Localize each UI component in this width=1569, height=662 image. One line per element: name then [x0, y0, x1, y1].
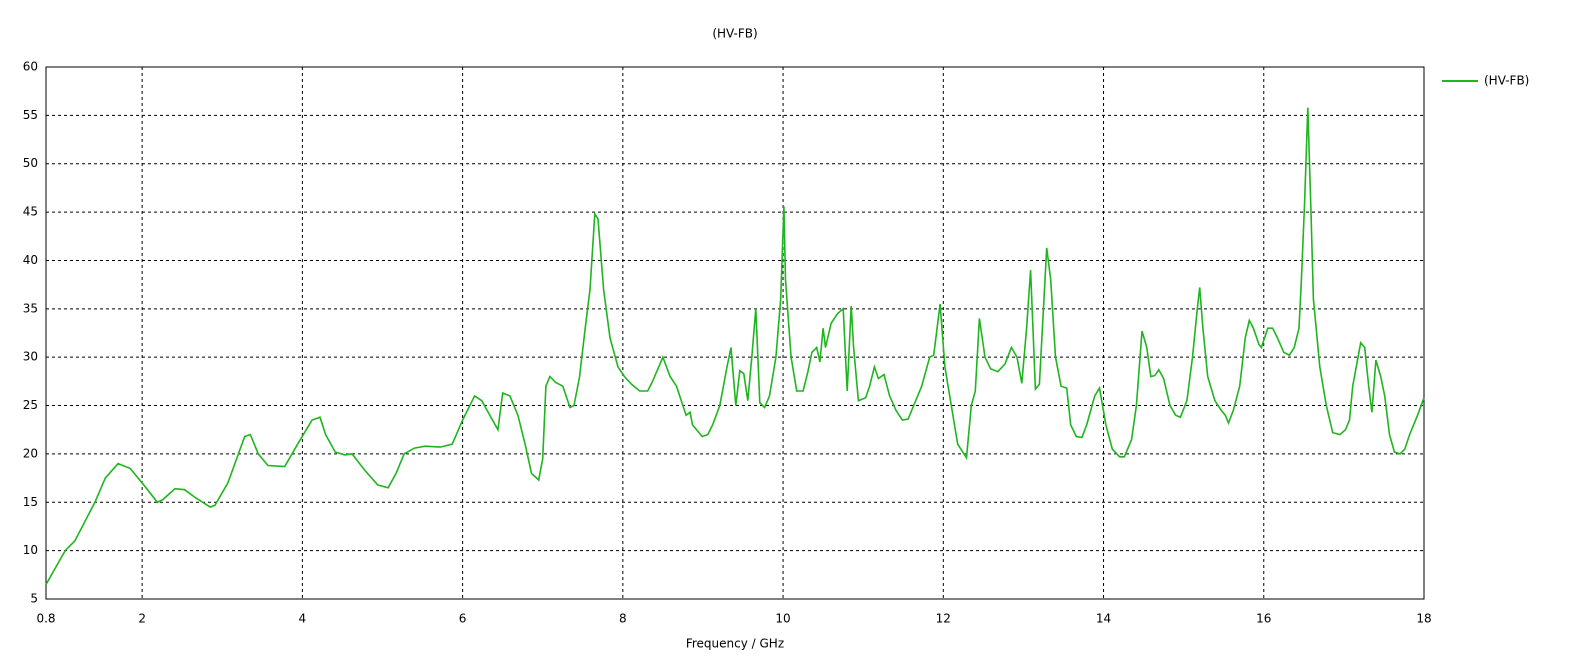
- legend-label: (HV-FB): [1484, 74, 1529, 88]
- x-tick-label: 14: [1096, 612, 1111, 626]
- x-tick-label: 0.8: [36, 612, 55, 626]
- y-tick-label: 20: [23, 446, 38, 460]
- y-tick-label: 25: [23, 398, 38, 412]
- y-tick-label: 5: [30, 592, 38, 606]
- x-tick-label: 8: [619, 612, 627, 626]
- x-tick-label: 6: [459, 612, 467, 626]
- chart-title: (HV-FB): [712, 27, 757, 41]
- y-tick-label: 15: [23, 495, 38, 509]
- y-tick-label: 35: [23, 301, 38, 315]
- x-tick-label: 10: [775, 612, 790, 626]
- x-tick-label: 18: [1416, 612, 1431, 626]
- y-tick-label: 45: [23, 205, 38, 219]
- y-tick-label: 50: [23, 156, 38, 170]
- y-tick-label: 60: [23, 60, 38, 74]
- y-tick-label: 30: [23, 350, 38, 364]
- x-tick-label: 4: [299, 612, 307, 626]
- plot-frame: [45, 66, 1425, 600]
- x-tick-label: 16: [1256, 612, 1271, 626]
- y-tick-label: 40: [23, 253, 38, 267]
- y-tick-label: 10: [23, 543, 38, 557]
- y-tick-label: 55: [23, 108, 38, 122]
- x-axis-label: Frequency / GHz: [686, 637, 784, 651]
- x-tick-label: 12: [936, 612, 951, 626]
- x-tick-label: 2: [138, 612, 146, 626]
- data-line: [45, 107, 1425, 585]
